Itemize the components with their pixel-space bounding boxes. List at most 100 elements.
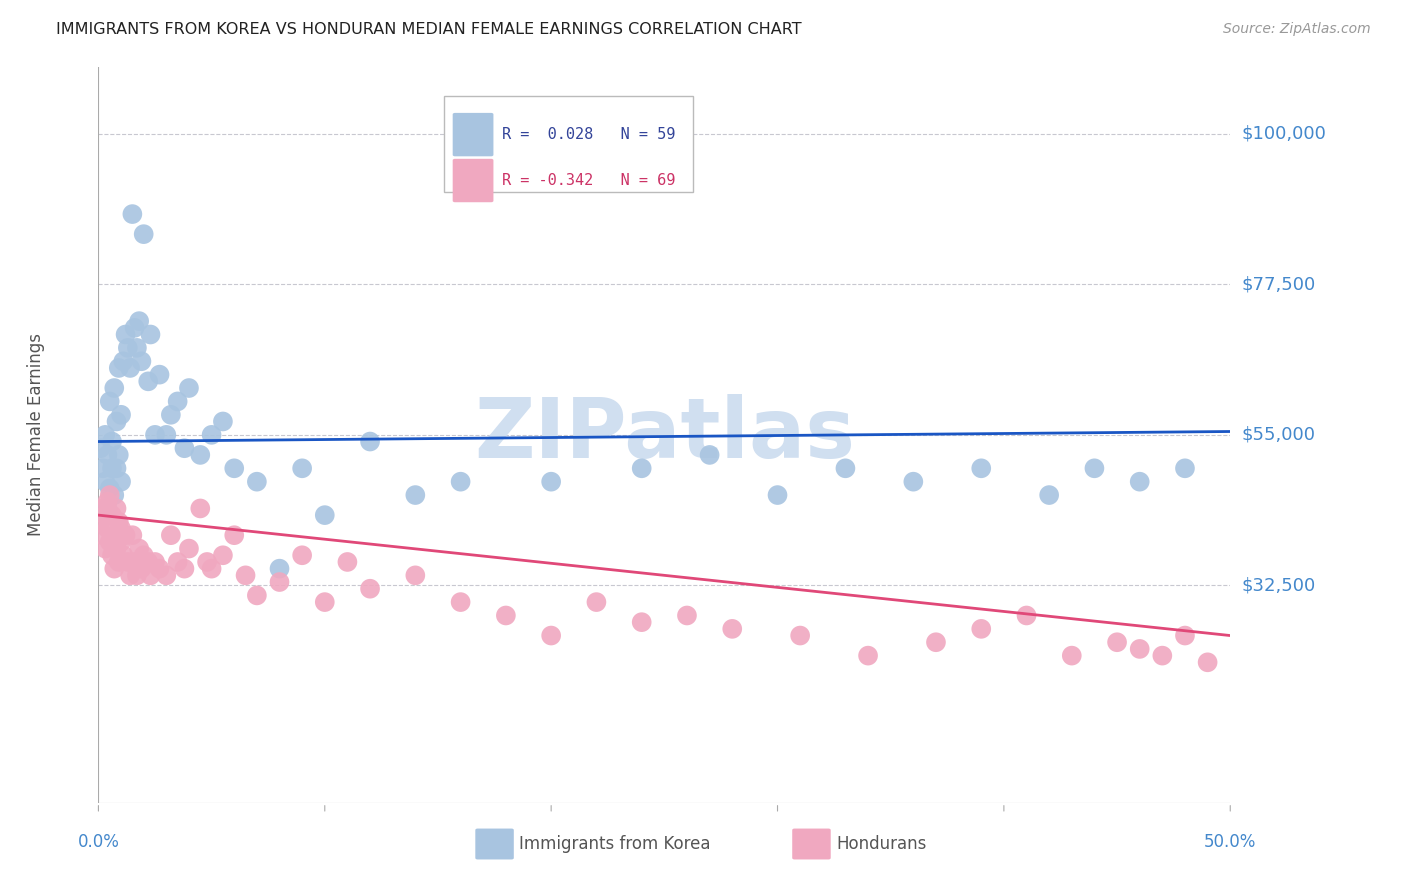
- Point: [903, 475, 925, 489]
- Point: [450, 595, 472, 609]
- Point: [136, 375, 159, 389]
- Point: [834, 461, 856, 475]
- Point: [1174, 628, 1197, 642]
- Text: Hondurans: Hondurans: [837, 835, 927, 853]
- Point: [136, 555, 159, 569]
- Point: [291, 461, 314, 475]
- Point: [143, 555, 166, 569]
- Text: $32,500: $32,500: [1241, 576, 1316, 594]
- Point: [107, 555, 129, 569]
- Point: [132, 548, 155, 563]
- FancyBboxPatch shape: [453, 159, 494, 202]
- Text: Immigrants from Korea: Immigrants from Korea: [519, 835, 711, 853]
- Point: [94, 475, 117, 489]
- Point: [212, 414, 235, 428]
- Point: [112, 548, 135, 563]
- Point: [359, 582, 381, 596]
- Point: [766, 488, 789, 502]
- Point: [166, 555, 188, 569]
- Point: [101, 461, 124, 475]
- Point: [188, 501, 211, 516]
- Point: [110, 521, 132, 535]
- Text: R = -0.342   N = 69: R = -0.342 N = 69: [502, 173, 676, 188]
- Point: [160, 528, 183, 542]
- Point: [143, 427, 166, 442]
- Point: [105, 414, 128, 428]
- Point: [721, 622, 744, 636]
- Text: 50.0%: 50.0%: [1204, 833, 1257, 851]
- Point: [132, 227, 155, 241]
- Point: [114, 327, 136, 342]
- Point: [103, 488, 125, 502]
- Point: [1152, 648, 1174, 663]
- Text: ZIPatlas: ZIPatlas: [474, 394, 855, 475]
- Point: [105, 541, 128, 556]
- Point: [1129, 475, 1152, 489]
- Point: [128, 314, 150, 328]
- Text: $55,000: $55,000: [1241, 425, 1316, 444]
- Point: [117, 341, 139, 355]
- Point: [269, 562, 291, 576]
- Point: [96, 448, 118, 462]
- Point: [1060, 648, 1083, 663]
- Point: [124, 555, 146, 569]
- Point: [450, 475, 472, 489]
- Point: [970, 461, 993, 475]
- Point: [224, 461, 246, 475]
- Point: [91, 461, 114, 475]
- Point: [101, 548, 124, 563]
- Point: [699, 448, 721, 462]
- Point: [630, 461, 652, 475]
- Point: [121, 207, 143, 221]
- Point: [173, 562, 195, 576]
- Point: [1038, 488, 1060, 502]
- Point: [103, 562, 125, 576]
- Point: [94, 508, 117, 523]
- Point: [585, 595, 607, 609]
- Point: [1174, 461, 1197, 475]
- Point: [404, 568, 426, 582]
- Point: [970, 622, 993, 636]
- Point: [246, 589, 269, 603]
- Point: [117, 555, 139, 569]
- Point: [120, 568, 142, 582]
- Point: [269, 575, 291, 590]
- Point: [1129, 642, 1152, 657]
- Point: [107, 361, 129, 376]
- Point: [105, 501, 128, 516]
- Point: [90, 515, 112, 529]
- Point: [856, 648, 879, 663]
- Point: [94, 427, 117, 442]
- Point: [314, 595, 336, 609]
- Point: [110, 408, 132, 422]
- Point: [291, 548, 314, 563]
- Point: [155, 568, 177, 582]
- Point: [98, 394, 121, 409]
- Text: IMMIGRANTS FROM KOREA VS HONDURAN MEDIAN FEMALE EARNINGS CORRELATION CHART: IMMIGRANTS FROM KOREA VS HONDURAN MEDIAN…: [56, 22, 801, 37]
- Point: [925, 635, 948, 649]
- Point: [98, 482, 121, 496]
- Point: [91, 501, 114, 516]
- Point: [114, 528, 136, 542]
- Point: [107, 515, 129, 529]
- Point: [148, 562, 170, 576]
- Point: [188, 448, 211, 462]
- Point: [336, 555, 359, 569]
- Point: [1197, 655, 1219, 669]
- Point: [201, 427, 224, 442]
- Point: [125, 341, 148, 355]
- Point: [404, 488, 426, 502]
- Point: [103, 381, 125, 395]
- Point: [105, 461, 128, 475]
- Text: Source: ZipAtlas.com: Source: ZipAtlas.com: [1223, 22, 1371, 37]
- Point: [177, 541, 200, 556]
- Point: [110, 534, 132, 549]
- Point: [103, 528, 125, 542]
- Point: [212, 548, 235, 563]
- Point: [314, 508, 336, 523]
- Point: [98, 488, 121, 502]
- Point: [1107, 635, 1129, 649]
- FancyBboxPatch shape: [453, 113, 494, 156]
- Point: [120, 361, 142, 376]
- Point: [131, 354, 153, 368]
